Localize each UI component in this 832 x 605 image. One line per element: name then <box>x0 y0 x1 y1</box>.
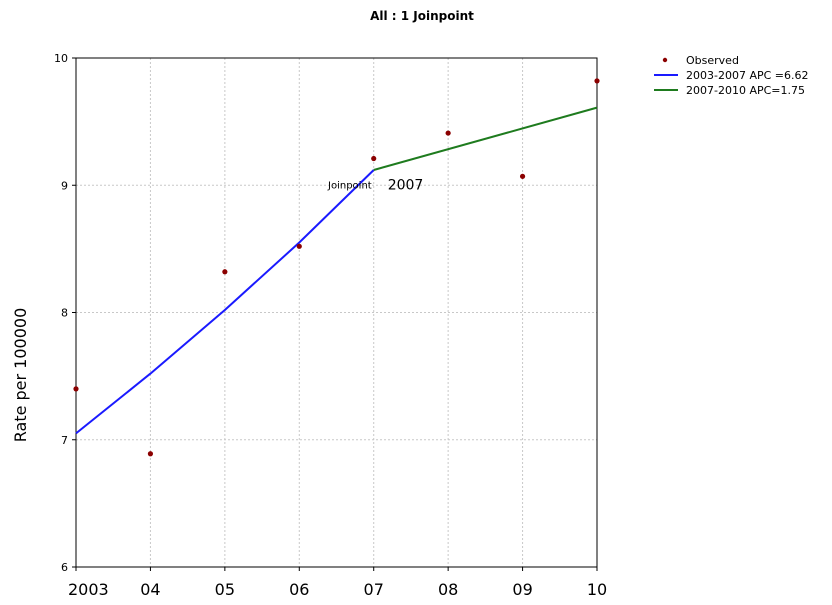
series-line-2 <box>373 106 598 171</box>
observed-point <box>445 130 451 136</box>
joinpoint-year-annotation: 2007 <box>388 177 424 193</box>
observed-point <box>222 269 228 275</box>
observed-point <box>371 155 377 162</box>
observed-point <box>296 243 302 249</box>
x-tick-label: 10 <box>587 580 607 599</box>
observed-point <box>73 386 79 392</box>
x-tick-label: 09 <box>512 580 532 599</box>
legend-observed-label: Observed <box>686 54 739 67</box>
legend-observed-marker <box>662 57 668 63</box>
x-tick-label: 04 <box>140 580 160 599</box>
x-tick-label: 05 <box>215 580 235 599</box>
annotation-layer: Joinpoint 2007 <box>327 177 423 193</box>
y-tick-label: 9 <box>61 179 68 192</box>
legend-label-1: 2003-2007 APC =6.62 <box>686 69 809 82</box>
y-tick-label: 10 <box>54 52 68 65</box>
series-line-1 <box>75 169 375 435</box>
y-tick-label: 7 <box>61 434 68 447</box>
joinpoint-annotation-label: Joinpoint <box>327 180 372 191</box>
grid-layer <box>76 58 597 567</box>
x-tick-label: 2003 <box>68 580 109 599</box>
y-axis-label: Rate per 100000 <box>11 308 30 443</box>
y-tick-label: 6 <box>61 561 68 574</box>
observed-point <box>594 78 600 84</box>
x-tick-label: 08 <box>438 580 458 599</box>
x-tick-label: 07 <box>364 580 384 599</box>
chart-title: All : 1 Joinpoint <box>370 9 474 23</box>
legend-label-2: 2007-2010 APC=1.75 <box>686 84 805 97</box>
legend: Observed 2003-2007 APC =6.62 2007-2010 APC… <box>654 54 809 97</box>
observed-points <box>73 78 600 457</box>
x-tick-label: 06 <box>289 580 309 599</box>
axis-layer: 6 7 8 9 10 2003 04 05 06 07 08 09 10 <box>54 52 607 599</box>
y-tick-label: 8 <box>61 307 68 320</box>
series-layer <box>75 106 598 435</box>
observed-point <box>519 173 526 179</box>
observed-point <box>147 451 154 457</box>
